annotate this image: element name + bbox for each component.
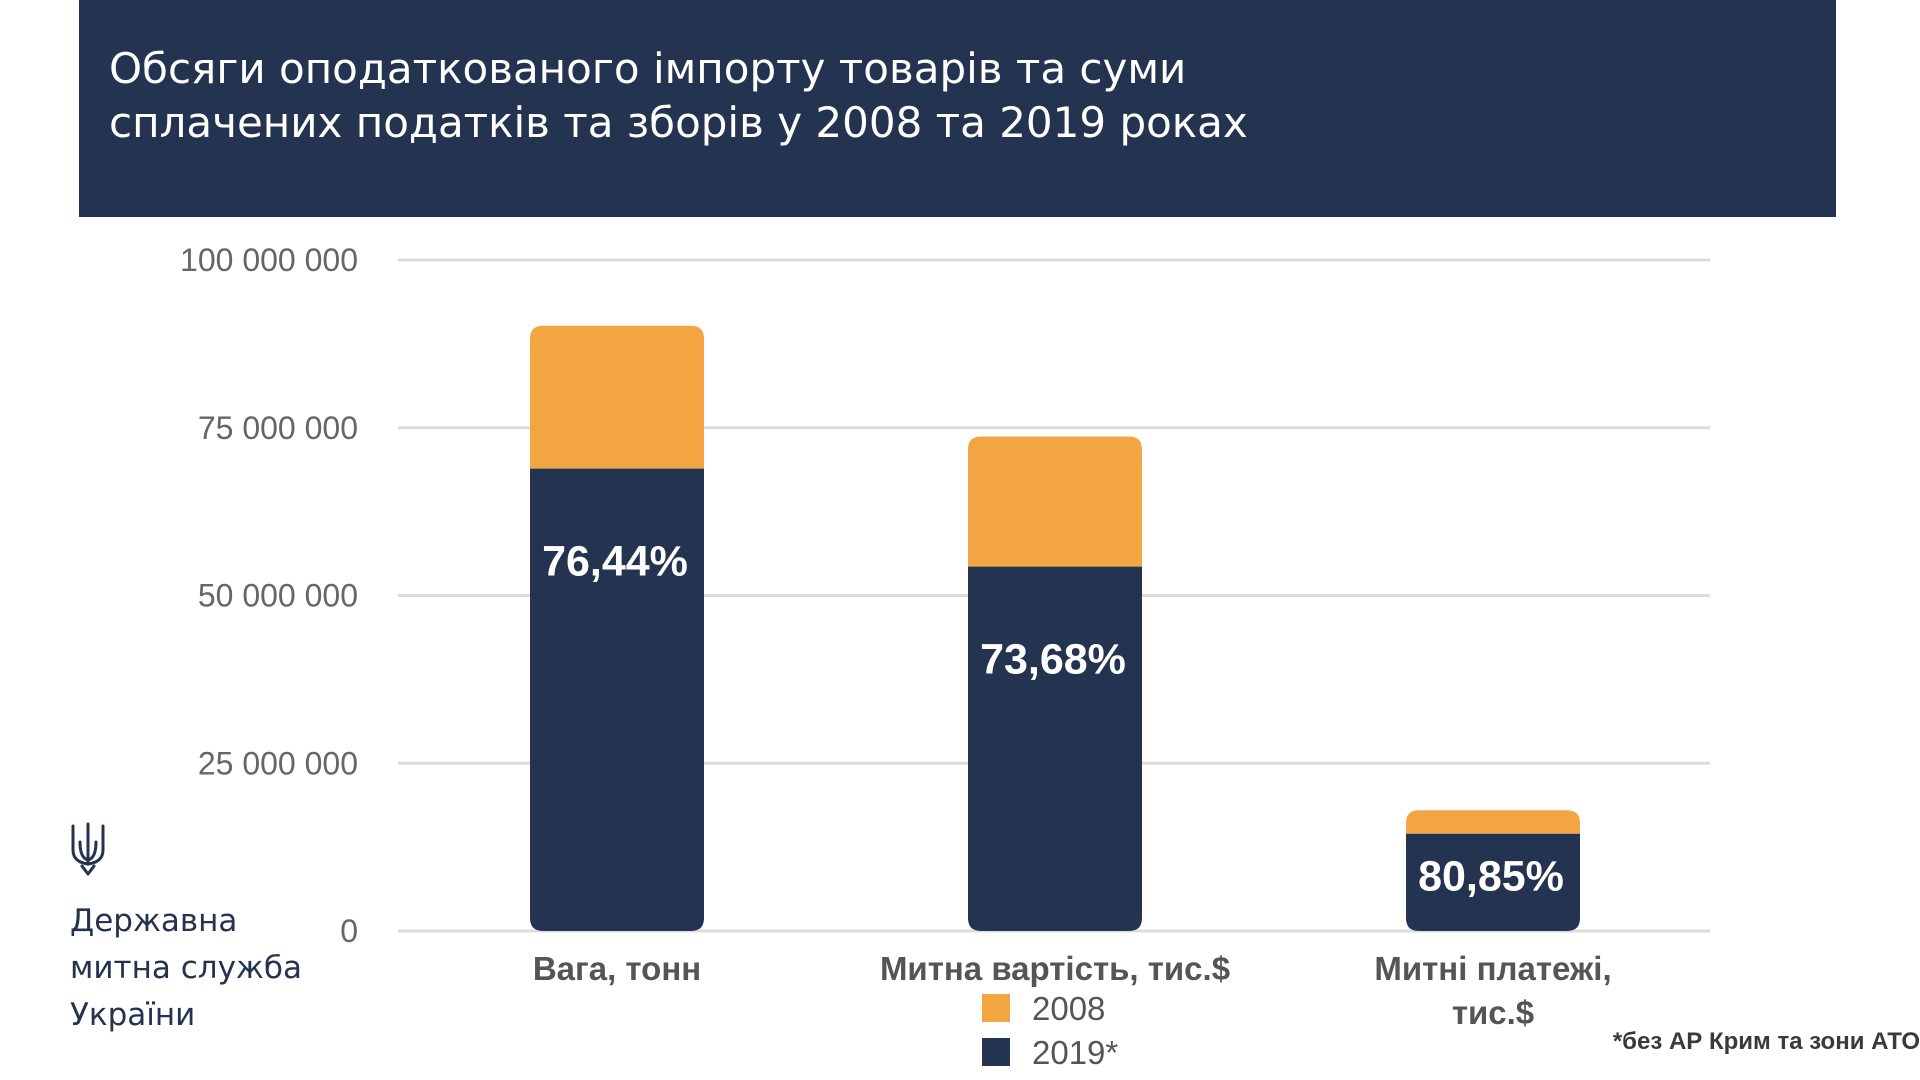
- labels-layer: 76,44% Вага, тонн 73,68% Митна вартість, ти…: [533, 538, 1612, 1031]
- legend-label: 2019*: [1032, 1034, 1118, 1071]
- data-label: 76,44%: [542, 538, 688, 586]
- bar-2019: [530, 468, 704, 931]
- title-bar: Обсяги оподаткованого імпорту товарів та…: [79, 0, 1836, 217]
- chart-title: Обсяги оподаткованого імпорту товарів та…: [109, 44, 1248, 147]
- legend-swatch: [982, 994, 1010, 1022]
- trident-icon: [71, 822, 105, 876]
- bar-2019: [968, 566, 1142, 931]
- legend: 2008 2019*: [982, 990, 1118, 1071]
- y-tick-label: 100 000 000: [180, 242, 358, 278]
- data-label: 80,85%: [1418, 853, 1564, 901]
- x-category-label: Митна вартість, тис.$: [880, 950, 1230, 987]
- footnote: *без АР Крим та зони АТО: [1612, 1028, 1920, 1055]
- bar-2008: [968, 436, 1142, 567]
- y-tick-label: 75 000 000: [198, 410, 358, 446]
- bars-layer: [530, 325, 1580, 931]
- x-category-label: Вага, тонн: [533, 950, 701, 987]
- bar-2008: [530, 325, 704, 469]
- bar-2008: [1406, 810, 1580, 834]
- x-category-label: тис.$: [1452, 994, 1534, 1031]
- data-label: 73,68%: [980, 636, 1126, 684]
- y-tick-label: 50 000 000: [198, 578, 358, 614]
- organization-name: Державна митна служба України: [70, 903, 302, 1033]
- legend-label: 2008: [1032, 990, 1105, 1027]
- x-category-label: Митні платежі,: [1374, 950, 1611, 987]
- bar-2019: [1406, 833, 1580, 931]
- legend-swatch: [982, 1038, 1010, 1066]
- y-tick-label: 25 000 000: [198, 745, 358, 781]
- grid-layer: 0 25 000 000 50 000 000 75 000 000 100 000 0…: [180, 242, 1710, 949]
- y-tick-label: 0: [340, 913, 358, 949]
